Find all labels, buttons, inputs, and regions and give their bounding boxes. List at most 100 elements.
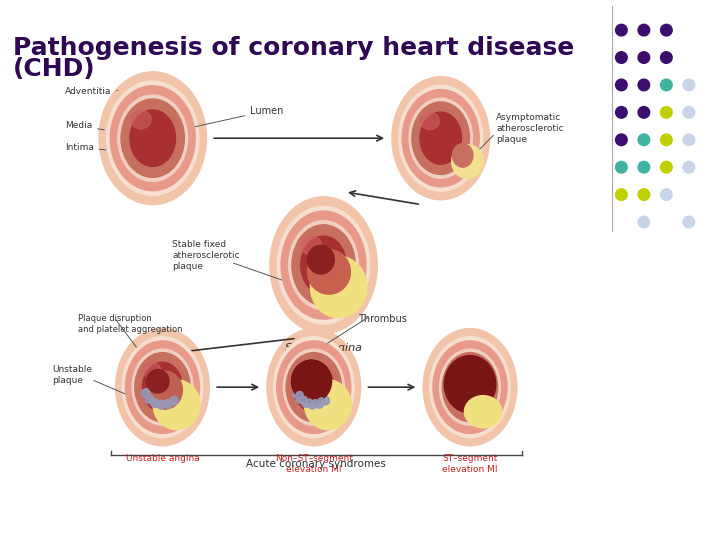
Text: Stable angina: Stable angina <box>285 343 362 353</box>
Ellipse shape <box>315 400 323 408</box>
Ellipse shape <box>296 392 303 399</box>
Ellipse shape <box>308 400 317 409</box>
Text: (CHD): (CHD) <box>13 57 96 81</box>
Ellipse shape <box>122 337 203 437</box>
Ellipse shape <box>307 245 334 274</box>
Ellipse shape <box>132 349 193 425</box>
Ellipse shape <box>442 353 498 422</box>
Ellipse shape <box>452 144 473 167</box>
Circle shape <box>616 24 627 36</box>
Ellipse shape <box>451 362 469 379</box>
Ellipse shape <box>439 349 500 425</box>
Ellipse shape <box>284 349 344 425</box>
Ellipse shape <box>281 211 366 319</box>
Ellipse shape <box>289 221 359 309</box>
Ellipse shape <box>399 85 482 191</box>
Circle shape <box>683 216 695 228</box>
Text: Thrombus: Thrombus <box>358 314 407 324</box>
Circle shape <box>660 161 672 173</box>
Ellipse shape <box>305 380 351 430</box>
Ellipse shape <box>305 383 350 427</box>
Ellipse shape <box>298 369 320 393</box>
Ellipse shape <box>147 369 169 393</box>
Ellipse shape <box>157 400 166 409</box>
Ellipse shape <box>300 396 307 404</box>
Circle shape <box>660 106 672 118</box>
Ellipse shape <box>145 395 153 403</box>
Ellipse shape <box>433 341 507 434</box>
Circle shape <box>660 134 672 146</box>
Circle shape <box>660 24 672 36</box>
Ellipse shape <box>305 399 313 407</box>
Ellipse shape <box>163 400 172 408</box>
Ellipse shape <box>267 328 361 446</box>
Circle shape <box>683 106 695 118</box>
Circle shape <box>683 134 695 146</box>
Circle shape <box>616 79 627 91</box>
Ellipse shape <box>450 362 490 412</box>
Circle shape <box>638 216 649 228</box>
Ellipse shape <box>170 396 178 405</box>
Ellipse shape <box>121 99 184 177</box>
Ellipse shape <box>302 237 322 255</box>
Ellipse shape <box>118 95 188 181</box>
Ellipse shape <box>99 72 207 205</box>
Ellipse shape <box>409 98 472 178</box>
Ellipse shape <box>292 360 331 402</box>
Ellipse shape <box>302 399 310 407</box>
Ellipse shape <box>110 86 195 191</box>
Ellipse shape <box>318 398 325 406</box>
Circle shape <box>660 79 672 91</box>
Ellipse shape <box>294 362 333 412</box>
Text: Pathogenesis of coronary heart disease: Pathogenesis of coronary heart disease <box>13 36 575 60</box>
Text: Adventitia: Adventitia <box>65 87 118 96</box>
Circle shape <box>616 189 627 200</box>
Circle shape <box>616 106 627 118</box>
Ellipse shape <box>148 371 182 409</box>
Ellipse shape <box>293 389 301 397</box>
Ellipse shape <box>444 355 496 413</box>
Circle shape <box>638 134 649 146</box>
Text: Intima: Intima <box>65 143 106 152</box>
Ellipse shape <box>412 102 469 174</box>
Circle shape <box>616 161 627 173</box>
Ellipse shape <box>321 396 330 405</box>
Ellipse shape <box>307 249 351 294</box>
Circle shape <box>616 52 627 63</box>
Circle shape <box>683 79 695 91</box>
Ellipse shape <box>297 395 305 403</box>
Text: Unstable angina: Unstable angina <box>125 454 199 463</box>
Ellipse shape <box>153 380 200 430</box>
Ellipse shape <box>277 206 370 324</box>
Text: Media: Media <box>65 122 104 131</box>
Ellipse shape <box>143 362 161 379</box>
Ellipse shape <box>299 371 333 409</box>
Ellipse shape <box>451 145 483 179</box>
Ellipse shape <box>107 81 199 195</box>
Ellipse shape <box>292 360 331 402</box>
Ellipse shape <box>301 236 346 294</box>
Ellipse shape <box>464 396 502 428</box>
Ellipse shape <box>286 353 341 422</box>
Text: Non–ST–segment
elevation MI: Non–ST–segment elevation MI <box>275 454 353 474</box>
Ellipse shape <box>142 389 150 397</box>
Ellipse shape <box>135 353 190 422</box>
Ellipse shape <box>294 362 312 379</box>
Ellipse shape <box>274 337 354 437</box>
Circle shape <box>638 189 649 200</box>
Ellipse shape <box>131 110 151 129</box>
Ellipse shape <box>430 337 510 437</box>
Ellipse shape <box>420 112 439 130</box>
Ellipse shape <box>312 400 319 407</box>
Ellipse shape <box>292 225 355 306</box>
Circle shape <box>638 79 649 91</box>
Ellipse shape <box>310 256 366 318</box>
Circle shape <box>638 106 649 118</box>
Circle shape <box>616 134 627 146</box>
Ellipse shape <box>125 341 199 434</box>
Text: Acute coronary syndromes: Acute coronary syndromes <box>246 460 386 469</box>
Circle shape <box>638 52 649 63</box>
Ellipse shape <box>116 328 210 446</box>
Text: Stable fixed
atherosclerotic
plaque: Stable fixed atherosclerotic plaque <box>172 240 240 271</box>
Text: Unstable
plaque: Unstable plaque <box>52 366 92 386</box>
